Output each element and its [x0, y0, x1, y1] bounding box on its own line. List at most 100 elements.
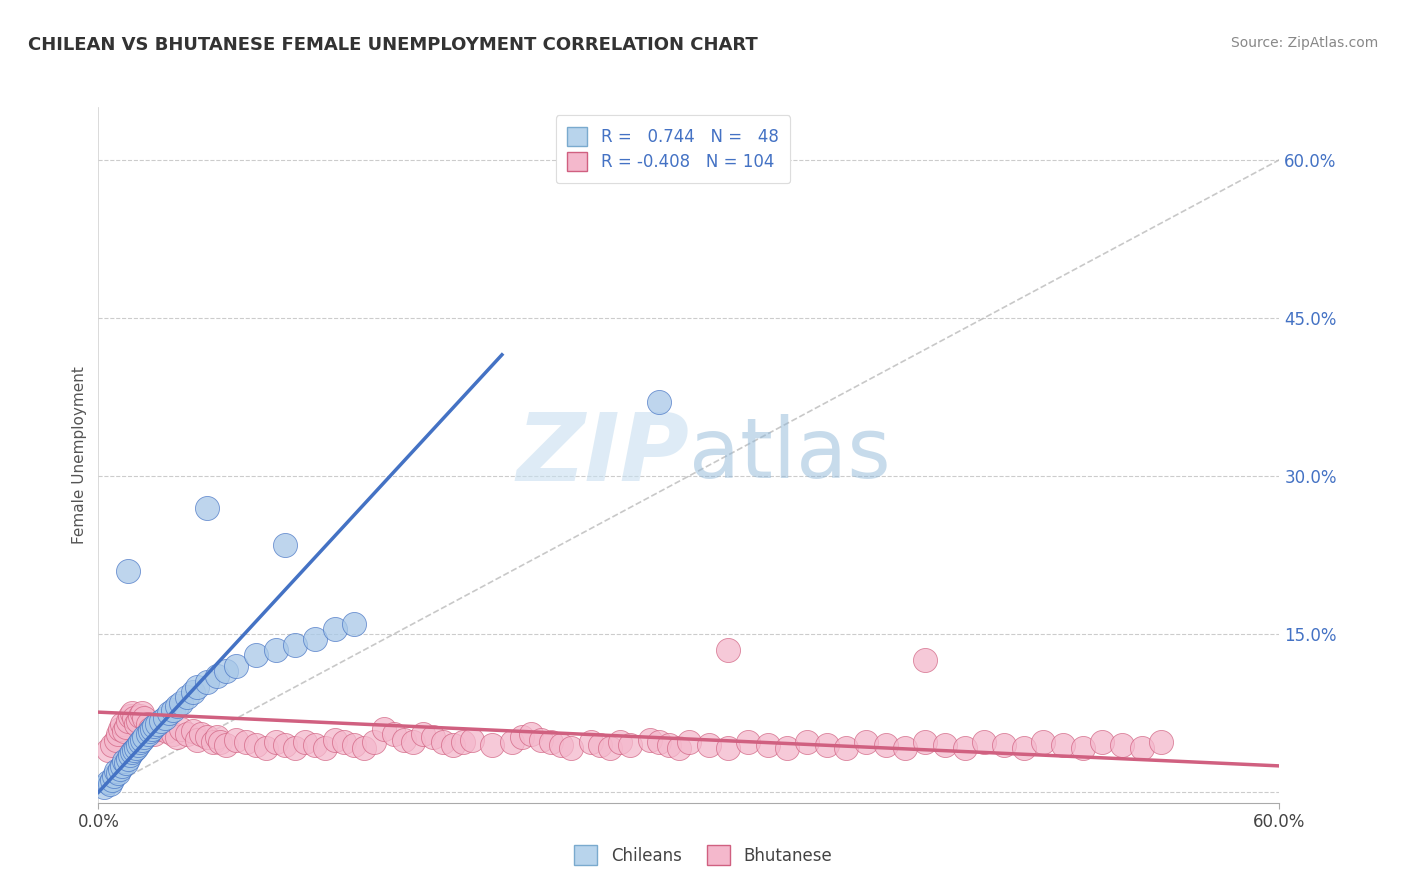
Point	[186, 732, 208, 747]
Point	[122, 743, 145, 757]
Point	[138, 724, 160, 739]
Point	[914, 653, 936, 667]
Point	[127, 738, 149, 752]
Point	[141, 722, 163, 736]
Point	[589, 738, 612, 752]
Point	[101, 738, 124, 752]
Point	[215, 738, 238, 752]
Point	[181, 685, 204, 699]
Point	[422, 731, 444, 745]
Point	[668, 741, 690, 756]
Point	[108, 722, 131, 736]
Point	[115, 720, 138, 734]
Point	[619, 738, 641, 752]
Point	[1052, 738, 1074, 752]
Point	[717, 643, 740, 657]
Point	[510, 731, 533, 745]
Point	[658, 738, 681, 752]
Point	[122, 711, 145, 725]
Point	[235, 734, 257, 748]
Point	[105, 732, 128, 747]
Point	[117, 751, 139, 765]
Point	[540, 734, 562, 748]
Point	[98, 777, 121, 791]
Point	[737, 734, 759, 748]
Point	[402, 734, 425, 748]
Point	[1032, 734, 1054, 748]
Point	[127, 714, 149, 728]
Point	[245, 738, 267, 752]
Point	[441, 738, 464, 752]
Point	[835, 741, 858, 756]
Point	[225, 658, 247, 673]
Point	[128, 734, 150, 748]
Point	[550, 738, 572, 752]
Point	[162, 703, 184, 717]
Point	[170, 696, 193, 710]
Point	[150, 720, 173, 734]
Point	[284, 741, 307, 756]
Point	[111, 716, 134, 731]
Point	[855, 734, 877, 748]
Point	[323, 732, 346, 747]
Point	[162, 727, 184, 741]
Point	[176, 690, 198, 705]
Point	[131, 706, 153, 721]
Point	[166, 731, 188, 745]
Point	[117, 564, 139, 578]
Point	[138, 722, 160, 736]
Point	[264, 643, 287, 657]
Point	[481, 738, 503, 752]
Point	[815, 738, 838, 752]
Point	[678, 734, 700, 748]
Point	[796, 734, 818, 748]
Point	[638, 732, 661, 747]
Point	[894, 741, 917, 756]
Point	[314, 741, 336, 756]
Point	[756, 738, 779, 752]
Point	[1130, 741, 1153, 756]
Point	[461, 732, 484, 747]
Point	[304, 738, 326, 752]
Point	[284, 638, 307, 652]
Point	[274, 537, 297, 551]
Point	[132, 711, 155, 725]
Point	[520, 727, 543, 741]
Point	[254, 741, 277, 756]
Point	[1071, 741, 1094, 756]
Point	[392, 732, 415, 747]
Point	[156, 724, 179, 739]
Point	[1091, 734, 1114, 748]
Point	[150, 714, 173, 728]
Point	[108, 762, 131, 776]
Point	[412, 727, 434, 741]
Point	[93, 780, 115, 794]
Point	[579, 734, 602, 748]
Point	[117, 714, 139, 728]
Point	[121, 706, 143, 721]
Text: CHILEAN VS BHUTANESE FEMALE UNEMPLOYMENT CORRELATION CHART: CHILEAN VS BHUTANESE FEMALE UNEMPLOYMENT…	[28, 36, 758, 54]
Point	[245, 648, 267, 663]
Point	[501, 734, 523, 748]
Point	[146, 716, 169, 731]
Point	[186, 680, 208, 694]
Point	[451, 734, 474, 748]
Point	[294, 734, 316, 748]
Point	[136, 716, 159, 731]
Point	[209, 734, 232, 748]
Point	[225, 732, 247, 747]
Point	[363, 734, 385, 748]
Point	[125, 716, 148, 731]
Point	[107, 766, 129, 780]
Legend: Chileans, Bhutanese: Chileans, Bhutanese	[564, 836, 842, 875]
Point	[176, 727, 198, 741]
Point	[215, 664, 238, 678]
Point	[697, 738, 720, 752]
Point	[107, 727, 129, 741]
Point	[170, 722, 193, 736]
Point	[131, 732, 153, 747]
Point	[304, 632, 326, 647]
Point	[205, 669, 228, 683]
Point	[132, 731, 155, 745]
Point	[101, 772, 124, 787]
